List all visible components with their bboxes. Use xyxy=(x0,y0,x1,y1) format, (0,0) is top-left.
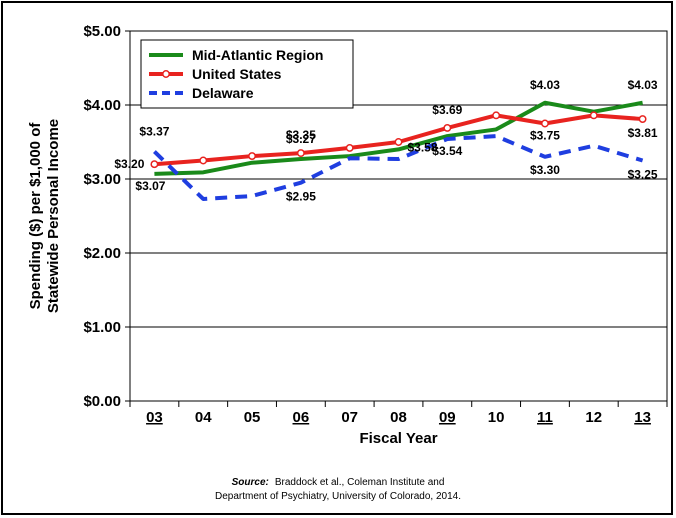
data-label: $3.20 xyxy=(114,157,144,171)
source-note: Source: Braddock et al., Coleman Institut… xyxy=(0,476,676,504)
data-point-marker xyxy=(443,123,452,132)
data-label: $4.03 xyxy=(628,78,658,92)
x-tick-label: 09 xyxy=(439,409,456,426)
y-tick-label: $1.00 xyxy=(83,319,121,336)
x-tick-label: 10 xyxy=(488,409,505,426)
data-point-marker xyxy=(638,115,647,124)
x-axis-ticks: 03 04 05 06 07 08 09 10 11 12 13 xyxy=(129,401,668,426)
x-tick-label: 12 xyxy=(585,409,602,426)
data-point-marker xyxy=(589,111,598,120)
data-label: $3.27 xyxy=(286,132,316,146)
source-line1: Braddock et al., Coleman Institute and xyxy=(274,477,445,488)
data-label: $3.69 xyxy=(432,103,462,117)
x-tick-label: 04 xyxy=(195,409,212,426)
y-tick-label: $4.00 xyxy=(83,97,121,114)
x-axis-title: Fiscal Year xyxy=(359,430,437,447)
legend-marker xyxy=(162,70,170,78)
data-point-marker xyxy=(150,160,159,169)
x-tick-label: 13 xyxy=(634,409,651,426)
data-point-marker xyxy=(296,149,305,158)
plot-area-border xyxy=(129,30,668,402)
x-tick-label: 05 xyxy=(244,409,261,426)
y-tick-label: $2.00 xyxy=(83,245,121,262)
x-tick-label: 03 xyxy=(146,409,163,426)
data-label: $3.75 xyxy=(530,129,560,143)
y-tick-label: $3.00 xyxy=(83,171,121,188)
data-label: $3.54 xyxy=(432,144,462,158)
data-point-marker xyxy=(199,156,208,165)
data-label: $2.95 xyxy=(286,190,316,204)
x-tick-label: 11 xyxy=(537,409,553,426)
source-line2: Department of Psychiatry, University of … xyxy=(214,491,462,502)
series-lines xyxy=(150,100,647,201)
x-tick-label: 06 xyxy=(293,409,310,426)
data-label: $3.37 xyxy=(139,125,169,139)
data-label: $3.35 xyxy=(286,128,316,142)
legend-label: Mid-Atlantic Region xyxy=(192,47,323,63)
data-label: $3.58 xyxy=(408,140,438,154)
y-axis-ticks: $0.00 $1.00 $2.00 $3.00 $4.00 $5.00 xyxy=(83,23,130,410)
data-point-marker xyxy=(492,111,501,120)
legend: Mid-Atlantic Region United States Delaware xyxy=(140,39,354,109)
data-label: $3.30 xyxy=(530,163,560,177)
y-tick-label: $0.00 xyxy=(83,393,121,410)
data-label: $3.81 xyxy=(628,126,658,140)
legend-label: Delaware xyxy=(192,85,254,101)
x-tick-label: 07 xyxy=(341,409,358,426)
data-labels: $3.37 $3.20 $3.07 $3.35$3.27 $2.95 $3.58 $3.69… xyxy=(114,78,658,204)
y-axis-title-line2: Statewide Personal Income xyxy=(45,119,62,313)
data-point-marker xyxy=(541,119,549,128)
data-label: $3.25 xyxy=(628,168,658,182)
x-tick-label: 08 xyxy=(390,409,407,426)
y-axis-title-line1: Spending ($) per $1,000 of xyxy=(27,122,44,310)
data-point-marker xyxy=(248,152,256,161)
data-label: $3.07 xyxy=(135,179,165,193)
series-line xyxy=(153,134,644,201)
legend-label: United States xyxy=(192,66,282,82)
data-point-marker xyxy=(345,143,354,152)
series-line xyxy=(154,100,643,176)
data-label: $4.03 xyxy=(530,78,560,92)
y-tick-label: $5.00 xyxy=(83,23,121,40)
source-label: Source: xyxy=(231,477,269,488)
data-point-marker xyxy=(394,138,403,146)
